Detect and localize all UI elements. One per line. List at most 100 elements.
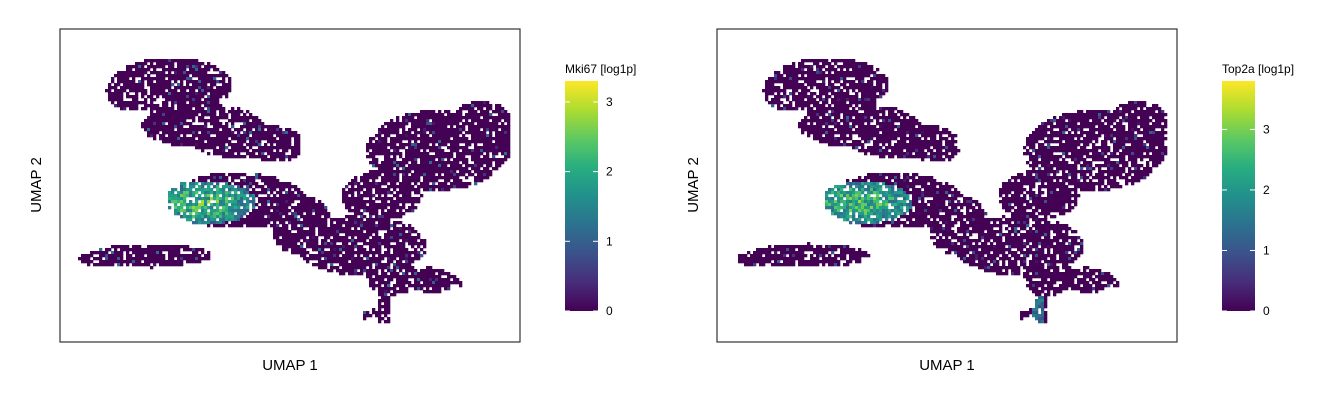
data-point [159,74,163,78]
data-point [1080,113,1084,117]
data-point [243,194,247,198]
data-point [147,257,151,261]
data-point [231,197,235,201]
data-point [237,152,241,156]
data-point [210,77,214,81]
data-point [816,65,820,69]
data-point [789,80,793,84]
data-point [327,230,331,234]
data-point [255,191,259,195]
data-point [444,176,448,180]
data-point [288,128,292,132]
data-point [849,110,853,114]
data-point [405,137,409,141]
data-point [147,122,151,126]
data-point [489,131,493,135]
data-point [456,134,460,138]
data-point [387,215,391,219]
data-point [447,281,451,285]
data-point [378,311,382,315]
data-point [168,107,172,111]
data-point [105,251,109,255]
data-point [270,158,274,162]
data-point [123,248,127,252]
data-point [783,71,787,75]
data-point [834,62,838,66]
data-point [330,242,334,246]
data-point [474,116,478,120]
data-point [258,128,262,132]
data-point [414,161,418,165]
data-point [1143,119,1147,123]
data-point [375,242,379,246]
data-point [486,122,490,126]
data-point [189,107,193,111]
data-point [210,80,214,84]
data-point [396,245,400,249]
data-point [402,287,406,291]
data-point [306,200,310,204]
data-point [357,203,361,207]
data-point [405,113,409,117]
data-point [840,89,844,93]
data-point [318,230,322,234]
data-point [207,119,211,123]
data-point [468,128,472,132]
data-point [165,113,169,117]
data-point [186,209,190,213]
data-point [822,128,826,132]
data-point [363,236,367,240]
data-point [402,245,406,249]
data-point [360,224,364,228]
data-point [501,128,505,132]
data-point [144,62,148,66]
data-point [252,197,256,201]
data-point [273,146,277,150]
data-point [192,92,196,96]
data-point [231,218,235,222]
data-point [402,263,406,267]
data-point [1116,131,1120,135]
data-point [843,86,847,90]
data-point [387,173,391,177]
data-point [192,68,196,72]
data-point [489,116,493,120]
data-point [189,212,193,216]
data-point [138,101,142,105]
data-point [486,170,490,174]
data-point [861,107,865,111]
data-point [783,86,787,90]
data-point [405,131,409,135]
data-point [1131,119,1135,123]
data-point [1041,122,1045,126]
data-point [1140,107,1144,111]
data-point [1050,125,1054,129]
data-point [399,242,403,246]
data-point [183,248,187,252]
data-point [777,107,781,111]
data-point [183,131,187,135]
data-point [372,230,376,234]
data-point [402,125,406,129]
data-point [444,137,448,141]
data-point [495,152,499,156]
data-point [396,170,400,174]
data-point [879,77,883,81]
data-point [420,248,424,252]
data-point [267,146,271,150]
data-point [429,161,433,165]
data-point [351,230,355,234]
data-point [1107,119,1111,123]
data-point [198,221,202,225]
data-point [330,230,334,234]
data-point [312,233,316,237]
data-point [378,242,382,246]
data-point [171,197,175,201]
data-point [213,131,217,135]
data-point [492,155,496,159]
data-point [234,215,238,219]
data-point [495,116,499,120]
data-point [840,68,844,72]
data-point [411,116,415,120]
data-point [195,95,199,99]
